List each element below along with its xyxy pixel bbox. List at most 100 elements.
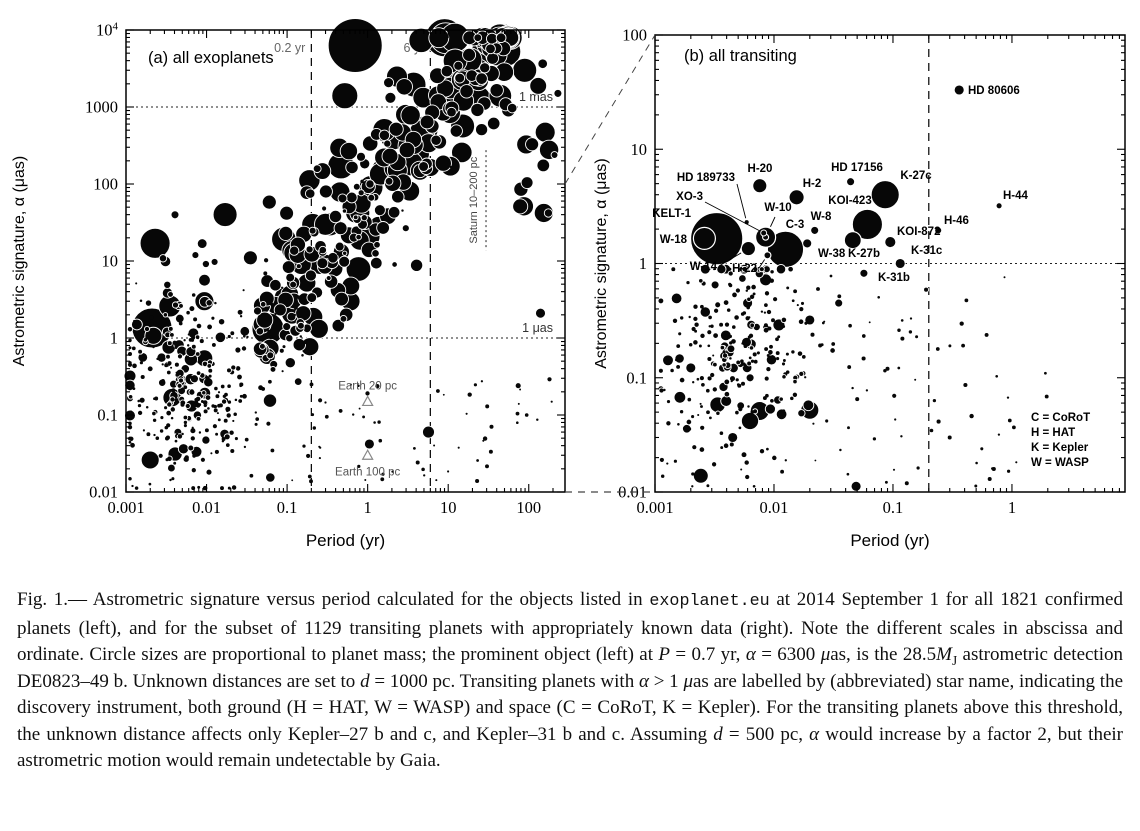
data-point <box>293 305 298 310</box>
data-point <box>183 339 186 342</box>
data-point <box>413 447 416 450</box>
data-point <box>731 291 738 299</box>
data-point <box>174 398 179 402</box>
data-point <box>768 410 771 413</box>
data-point <box>692 467 709 484</box>
data-point <box>694 322 699 327</box>
data-point <box>304 188 316 199</box>
data-point <box>303 340 307 345</box>
data-point <box>434 154 452 172</box>
data-point <box>381 472 385 476</box>
x-tick-label: 100 <box>516 498 541 517</box>
data-point <box>255 327 265 336</box>
data-point <box>169 332 175 338</box>
data-point <box>153 433 156 437</box>
data-point <box>364 479 367 481</box>
data-point <box>765 308 773 316</box>
data-point <box>774 350 781 356</box>
data-point <box>900 435 903 438</box>
data-point <box>212 424 217 429</box>
data-point <box>352 413 355 416</box>
data-point <box>190 343 197 350</box>
point-label-K-27c: K-27c <box>900 170 932 182</box>
data-point <box>524 413 529 417</box>
data-point <box>281 370 284 373</box>
data-point <box>395 78 413 96</box>
data-point <box>686 280 690 285</box>
data-point <box>752 352 757 357</box>
data-point <box>777 335 781 339</box>
x-axis-title-b: Period (yr) <box>850 531 929 550</box>
data-point <box>127 386 133 391</box>
data-point <box>221 437 226 441</box>
data-point <box>736 383 740 386</box>
data-point <box>295 305 312 322</box>
x-tick-label: 0.01 <box>760 498 789 517</box>
data-point <box>691 415 695 419</box>
data-point <box>126 326 134 333</box>
data-point <box>892 393 897 398</box>
y-tick-label: 100 <box>93 175 118 194</box>
data-point <box>837 294 842 299</box>
caption-segment: d <box>360 670 370 692</box>
data-point <box>453 60 464 71</box>
data-point <box>369 225 374 230</box>
data-point <box>239 384 243 388</box>
data-point <box>339 141 359 161</box>
data-point <box>767 326 772 331</box>
data-point <box>282 345 286 349</box>
data-point <box>846 472 850 476</box>
data-point <box>700 425 705 430</box>
data-point <box>227 334 231 339</box>
data-point <box>741 265 749 273</box>
zoom-connector-lines <box>564 34 656 493</box>
data-point <box>698 278 704 284</box>
data-point <box>796 304 799 307</box>
data-point <box>727 336 731 340</box>
data-point <box>137 348 143 355</box>
point-HD 17156 <box>846 177 856 187</box>
data-point <box>204 427 210 434</box>
data-point <box>797 318 805 325</box>
point-H-22 <box>763 251 772 260</box>
data-point <box>144 326 163 345</box>
data-point <box>183 420 188 425</box>
data-point <box>285 272 296 283</box>
data-point <box>180 402 185 407</box>
data-point <box>861 356 866 361</box>
data-point <box>416 162 419 165</box>
data-point <box>719 344 726 351</box>
data-point <box>423 474 426 477</box>
data-point <box>770 270 774 274</box>
data-point <box>815 286 821 292</box>
data-point <box>391 189 405 204</box>
data-point <box>442 393 445 396</box>
point-label-HD 189733: HD 189733 <box>677 172 735 184</box>
leader-line <box>758 259 766 269</box>
data-point <box>391 261 398 268</box>
data-point <box>829 274 833 278</box>
panel-title-b: (b) all transiting <box>684 47 797 65</box>
data-point <box>401 224 410 233</box>
data-point <box>814 459 817 462</box>
data-point <box>495 32 507 44</box>
data-point <box>289 280 297 289</box>
data-point <box>243 335 246 338</box>
data-point <box>729 341 733 345</box>
data-point <box>900 336 905 341</box>
data-point <box>183 385 188 390</box>
data-point <box>378 129 391 141</box>
data-point <box>1044 394 1049 399</box>
data-point <box>724 322 730 327</box>
data-point <box>692 445 697 450</box>
data-point <box>766 354 770 357</box>
data-point <box>187 444 195 452</box>
data-point <box>242 250 258 266</box>
point-label-HD 80606: HD 80606 <box>968 85 1020 97</box>
data-point <box>278 347 285 354</box>
data-point <box>692 381 695 384</box>
data-point <box>170 416 174 420</box>
data-point <box>193 317 198 322</box>
data-point <box>732 325 736 329</box>
